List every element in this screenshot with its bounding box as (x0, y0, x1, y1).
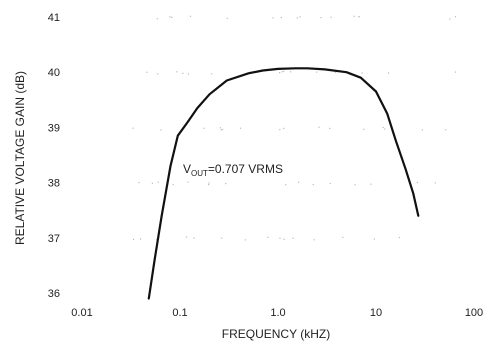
speckle (454, 16, 457, 18)
speckle (454, 71, 456, 73)
speckle (220, 129, 222, 131)
speckle (211, 73, 213, 75)
speckle (132, 127, 134, 129)
x-tick-label: 100 (465, 307, 483, 319)
x-tick-label: 0.01 (71, 307, 92, 319)
speckle (316, 71, 318, 73)
speckle (445, 129, 447, 131)
speckle (384, 128, 386, 130)
vout-annotation-rest: =0.707 VRMS (208, 162, 283, 176)
y-axis-label: RELATIVE VOLTAGE GAIN (dB) (13, 71, 27, 245)
vout-annotation-sub: OUT (191, 169, 208, 178)
speckle (283, 127, 285, 129)
speckle (280, 17, 282, 19)
speckle (208, 182, 210, 184)
speckle (449, 18, 451, 20)
speckle (146, 71, 148, 73)
speckle (318, 126, 320, 128)
x-tick-labels: 0.01 0.1 1.0 10 100 (71, 307, 483, 319)
speckle (370, 183, 372, 185)
speckle (219, 127, 221, 129)
speckle (172, 183, 174, 186)
y-tick-label: 40 (48, 67, 60, 79)
speckle (189, 15, 192, 17)
speckle (329, 182, 331, 185)
speckle (416, 181, 418, 184)
speckle (176, 71, 178, 73)
speckle (169, 16, 171, 18)
y-tick-labels: 36 37 38 39 40 41 (48, 12, 60, 300)
speckle (313, 239, 315, 241)
speckle (267, 236, 269, 238)
speckle (358, 16, 360, 18)
x-tick-label: 10 (370, 307, 382, 319)
speckle (132, 238, 135, 240)
speckle (187, 73, 190, 75)
speckle (140, 238, 142, 240)
speckle (320, 17, 322, 19)
speckle (240, 127, 242, 129)
speckle (388, 72, 390, 74)
speckle (296, 17, 298, 19)
speckle (221, 237, 223, 239)
speckle (221, 128, 224, 130)
gain-curve (147, 67, 420, 300)
background-speckles (132, 15, 457, 241)
speckle (353, 15, 355, 17)
speckle (342, 236, 344, 238)
speckle (151, 182, 153, 184)
speckle (225, 183, 227, 185)
speckle (421, 129, 423, 131)
speckle (244, 239, 246, 241)
speckle (171, 16, 173, 18)
speckle (329, 127, 331, 129)
vout-annotation: VOUT=0.707 VRMS (183, 162, 283, 178)
speckle (193, 237, 195, 239)
speckle (283, 238, 285, 240)
speckle (292, 237, 294, 239)
speckle (157, 73, 159, 75)
speckle (279, 72, 281, 74)
speckle (182, 72, 184, 74)
speckle (203, 127, 205, 129)
speckle (335, 71, 337, 73)
speckle (361, 72, 363, 74)
speckle (208, 184, 210, 186)
speckle (187, 181, 189, 183)
y-tick-label: 38 (48, 178, 60, 190)
speckle (298, 181, 300, 183)
speckle (272, 17, 274, 19)
speckle (312, 184, 314, 186)
y-tick-label: 37 (48, 233, 60, 245)
speckle (279, 129, 281, 131)
x-tick-label: 1.0 (270, 307, 285, 319)
x-tick-label: 0.1 (172, 307, 187, 319)
speckle (160, 129, 162, 131)
speckle (363, 128, 365, 130)
speckle (398, 236, 400, 239)
speckle (156, 18, 158, 20)
y-tick-label: 41 (48, 12, 60, 24)
y-tick-label: 36 (48, 288, 60, 300)
speckle (299, 16, 301, 18)
speckle (382, 126, 384, 129)
speckle (283, 70, 285, 72)
speckle (157, 181, 159, 183)
speckle (330, 16, 332, 18)
y-tick-label: 39 (48, 122, 60, 134)
speckle (290, 71, 292, 73)
x-axis-label: FREQUENCY (kHZ) (222, 327, 330, 341)
speckle (285, 184, 287, 186)
speckle (186, 236, 188, 238)
speckle (138, 182, 140, 184)
speckle (373, 238, 375, 240)
speckle (354, 184, 356, 186)
speckle (434, 182, 436, 184)
speckle (279, 237, 281, 239)
speckle (226, 17, 228, 19)
vout-annotation-v: V (183, 162, 191, 176)
speckle (281, 71, 283, 73)
